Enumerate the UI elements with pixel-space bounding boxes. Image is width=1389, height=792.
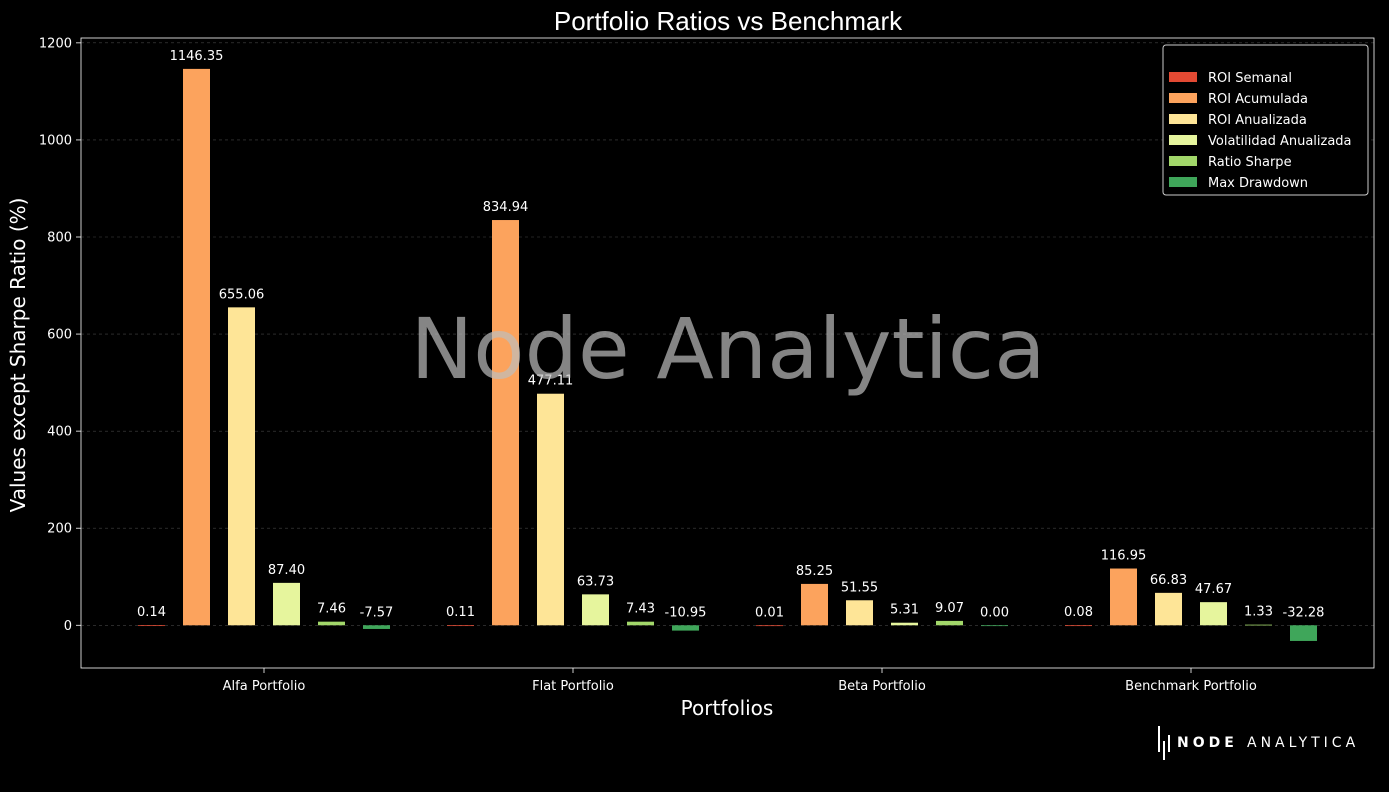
- bar: [582, 594, 609, 626]
- x-axis-ticks: Alfa Portfolio Flat Portfolio Beta Portfol…: [223, 668, 1257, 694]
- bar: [1290, 625, 1317, 641]
- legend-label: ROI Anualizada: [1208, 113, 1307, 128]
- data-label: 0.14: [137, 605, 166, 620]
- y-tick-label: 400: [47, 425, 72, 440]
- bar: [981, 625, 1008, 627]
- data-label: 1146.35: [170, 49, 224, 64]
- data-label: -7.57: [360, 605, 394, 620]
- legend: ROI Semanal ROI Acumulada ROI Anualizada Vo…: [1162, 44, 1369, 196]
- legend-label: Volatilidad Anualizada: [1208, 134, 1352, 149]
- data-label: 7.43: [626, 602, 655, 617]
- data-label: 0.00: [980, 605, 1009, 620]
- bar: [801, 583, 828, 626]
- legend-swatch: [1169, 177, 1197, 187]
- bar: [1065, 625, 1092, 627]
- bar: [447, 625, 474, 627]
- bar: [363, 625, 390, 629]
- bar: [492, 220, 519, 626]
- legend-swatch: [1169, 93, 1197, 103]
- y-tick-label: 800: [47, 230, 72, 245]
- data-label: 116.95: [1101, 549, 1147, 564]
- y-tick-label: 600: [47, 328, 72, 343]
- legend-swatch: [1169, 135, 1197, 145]
- data-label: 834.94: [483, 200, 529, 215]
- data-label: 87.40: [268, 563, 305, 578]
- data-label: -32.28: [1283, 605, 1325, 620]
- data-label: 63.73: [577, 574, 614, 589]
- data-label: 51.55: [841, 580, 878, 595]
- x-axis-label: Portfolios: [681, 696, 774, 720]
- data-label: 7.46: [317, 602, 346, 617]
- data-label: 66.83: [1150, 573, 1187, 588]
- bar: [846, 600, 873, 626]
- data-label: 9.07: [935, 601, 964, 616]
- data-label: 5.31: [890, 603, 919, 618]
- x-tick-label: Benchmark Portfolio: [1125, 679, 1257, 694]
- data-label: 0.08: [1064, 605, 1093, 620]
- data-label: 477.11: [528, 374, 574, 389]
- legend-label: Max Drawdown: [1208, 176, 1308, 191]
- logo-text-analytica: ANALYTICA: [1247, 735, 1359, 751]
- legend-label: ROI Acumulada: [1208, 92, 1308, 107]
- legend-label: ROI Semanal: [1208, 71, 1292, 86]
- bar: [1155, 592, 1182, 626]
- bars: [138, 68, 1317, 641]
- data-label: -10.95: [665, 605, 707, 620]
- bar: [672, 625, 699, 631]
- node-analytica-logo: NODE ANALYTICA: [1158, 726, 1359, 760]
- y-tick-label: 1200: [39, 36, 72, 51]
- y-axis-label: Values except Sharpe Ratio (%): [6, 198, 30, 513]
- legend-swatch: [1169, 114, 1197, 124]
- bar: [318, 621, 345, 626]
- bar: [138, 625, 165, 627]
- bar: [1245, 624, 1272, 626]
- x-tick-label: Flat Portfolio: [532, 679, 614, 694]
- legend-items: ROI Semanal ROI Acumulada ROI Anualizada Vo…: [1169, 71, 1352, 191]
- chart-title: Portfolio Ratios vs Benchmark: [554, 6, 903, 36]
- bar: [936, 620, 963, 626]
- y-tick-label: 1000: [39, 133, 72, 148]
- bar: [627, 621, 654, 626]
- bar: [756, 625, 783, 627]
- data-label: 655.06: [219, 287, 265, 302]
- legend-label: Ratio Sharpe: [1208, 155, 1292, 170]
- data-label: 47.67: [1195, 582, 1232, 597]
- bar: [537, 393, 564, 626]
- y-tick-label: 0: [64, 619, 72, 634]
- data-labels: 0.14 1146.35 655.06 87.40 7.46 -7.57 0.11 834.9…: [137, 49, 1324, 620]
- data-label: 0.11: [446, 605, 475, 620]
- bar: [891, 622, 918, 626]
- y-tick-label: 200: [47, 522, 72, 537]
- logo-text-node: NODE: [1177, 735, 1238, 751]
- data-label: 1.33: [1244, 605, 1273, 620]
- data-label: 85.25: [796, 564, 833, 579]
- bar: [183, 68, 210, 626]
- bar: [273, 582, 300, 626]
- data-label: 0.01: [755, 605, 784, 620]
- x-tick-label: Alfa Portfolio: [223, 679, 306, 694]
- y-axis-ticks: 0 200 400 600 800 1000 1200: [39, 36, 81, 634]
- bar: [1200, 602, 1227, 626]
- bar: [1110, 568, 1137, 626]
- legend-swatch: [1169, 156, 1197, 166]
- watermark-text: Node Analytica: [410, 300, 1045, 398]
- legend-swatch: [1169, 72, 1197, 82]
- bar: [228, 307, 255, 626]
- plot-frame: [80, 37, 1375, 669]
- legend-frame: [1162, 44, 1369, 196]
- x-tick-label: Beta Portfolio: [838, 679, 926, 694]
